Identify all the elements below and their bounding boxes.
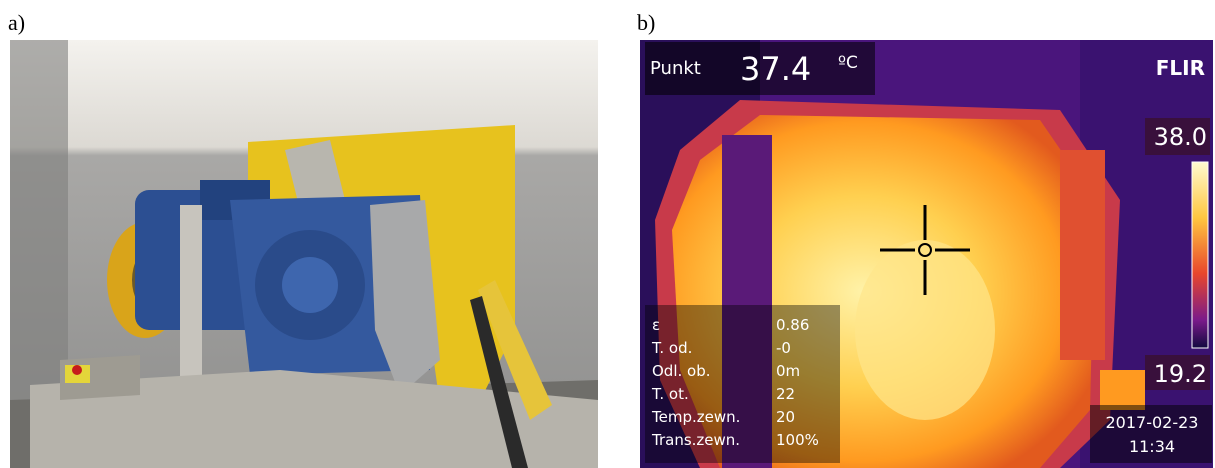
photo — [10, 40, 598, 468]
parameter-name: ε — [652, 316, 660, 334]
time: 11:34 — [1129, 437, 1175, 456]
panel-label: a) — [8, 10, 25, 35]
parameter-name: Temp.zewn. — [651, 408, 740, 426]
parameter-name: Odl. ob. — [652, 362, 711, 380]
parameter-value: -0 — [776, 339, 791, 357]
figure: a) b) — [0, 0, 1215, 468]
date: 2017-02-23 — [1106, 413, 1199, 432]
parameter-value: 22 — [776, 385, 795, 403]
parameter-name: T. ot. — [651, 385, 689, 403]
scale-max: 38.0 — [1154, 123, 1207, 151]
parameter-name: Trans.zewn. — [651, 431, 740, 449]
temperature: 37.4 — [740, 50, 811, 88]
unit: ºC — [838, 53, 858, 73]
parameter-value: 20 — [776, 408, 795, 426]
panel-label: b) — [637, 10, 655, 35]
mode: Punkt — [650, 58, 701, 79]
parameter-value: 0m — [776, 362, 800, 380]
parameter-name: T. od. — [651, 339, 692, 357]
brand: FLIR — [1156, 56, 1205, 80]
scale-min: 19.2 — [1154, 360, 1207, 388]
parameter-value: 0.86 — [776, 316, 809, 334]
parameter-value: 100% — [776, 431, 819, 449]
